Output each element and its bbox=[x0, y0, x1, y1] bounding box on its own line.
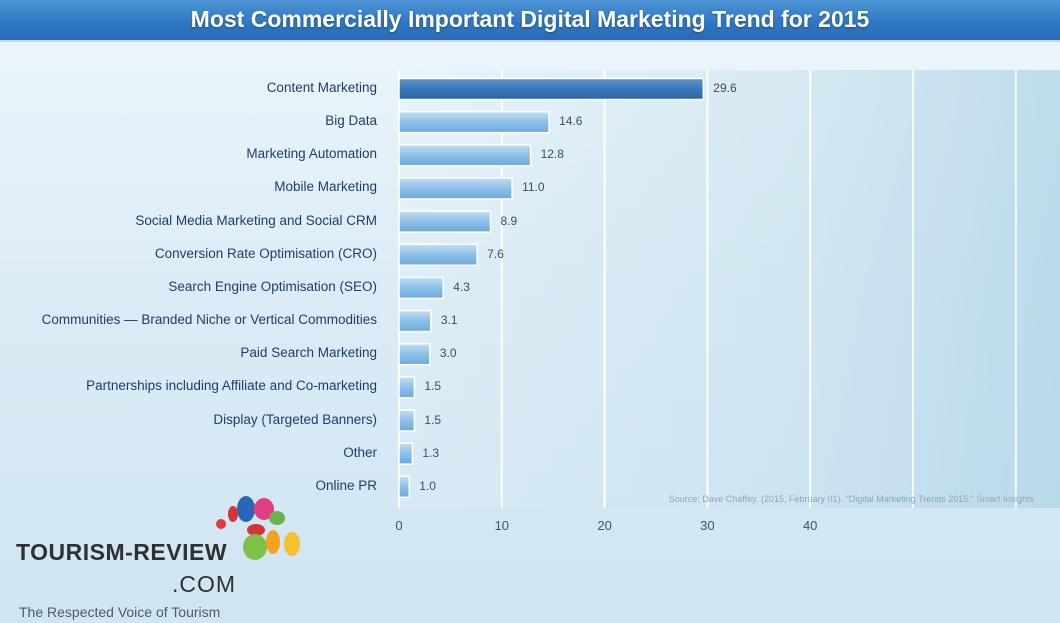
bar-8 bbox=[398, 309, 432, 333]
bar-3 bbox=[398, 144, 532, 167]
category-label: Social Media Marketing and Social CRM bbox=[135, 212, 377, 228]
x-tick-label: 0 bbox=[395, 518, 403, 533]
title-bar bbox=[0, 0, 1060, 42]
bar-7 bbox=[398, 276, 444, 300]
category-label: Search Engine Optimisation (SEO) bbox=[168, 278, 377, 294]
bar-6 bbox=[398, 243, 478, 266]
value-label: 1.3 bbox=[422, 445, 440, 460]
value-label: 1.5 bbox=[424, 379, 442, 394]
value-label: 4.3 bbox=[453, 279, 470, 294]
brand-name: TOURISM-REVIEW bbox=[16, 539, 228, 565]
category-label: Mobile Marketing bbox=[274, 179, 377, 195]
bar-1 bbox=[398, 77, 705, 101]
value-label: 1.0 bbox=[419, 478, 436, 493]
bar-2 bbox=[398, 110, 550, 134]
bar-9 bbox=[398, 342, 431, 366]
value-label: 8.9 bbox=[500, 213, 518, 228]
category-label: Online PR bbox=[315, 477, 377, 493]
category-label: Communities — Branded Niche or Vertical … bbox=[41, 312, 377, 328]
source-note: Source: Dave Chaffey. (2015, February 01… bbox=[668, 494, 1034, 504]
x-tick-label: 30 bbox=[700, 518, 715, 533]
category-label: Partnerships including Affiliate and Co-… bbox=[86, 378, 377, 394]
chart-title: Most Commercially Important Digital Mark… bbox=[190, 6, 870, 32]
bar-4 bbox=[398, 177, 513, 200]
category-label: Big Data bbox=[325, 113, 377, 129]
category-label: Content Marketing bbox=[266, 80, 377, 95]
brand-domain: .COM bbox=[172, 571, 237, 597]
brand-tagline: The Respected Voice of Tourism bbox=[19, 604, 221, 620]
value-label: 12.8 bbox=[540, 147, 564, 162]
category-label: Marketing Automation bbox=[246, 146, 377, 162]
value-label: 3.1 bbox=[440, 313, 458, 328]
value-label: 7.6 bbox=[487, 246, 504, 261]
x-tick-label: 40 bbox=[802, 518, 818, 533]
value-label: 3.0 bbox=[439, 346, 457, 361]
category-label: Conversion Rate Optimisation (CRO) bbox=[154, 245, 377, 261]
bar-5 bbox=[398, 210, 492, 233]
bar-11 bbox=[398, 409, 416, 432]
x-tick-label: 10 bbox=[494, 518, 510, 533]
value-label: 11.0 bbox=[522, 180, 545, 195]
bar-13 bbox=[398, 475, 411, 499]
value-label: 14.6 bbox=[559, 114, 583, 129]
bar-12 bbox=[398, 442, 414, 465]
category-label: Other bbox=[343, 444, 377, 460]
plot-area bbox=[398, 70, 1060, 508]
x-tick-label: 20 bbox=[597, 518, 612, 533]
category-label: Paid Search Marketing bbox=[240, 345, 377, 361]
value-label: 1.5 bbox=[424, 412, 442, 427]
category-label: Display (Targeted Banners) bbox=[213, 411, 377, 427]
value-label: 29.6 bbox=[713, 81, 737, 95]
bar-10 bbox=[398, 376, 416, 399]
tourism-review-logo-icon bbox=[216, 496, 300, 560]
